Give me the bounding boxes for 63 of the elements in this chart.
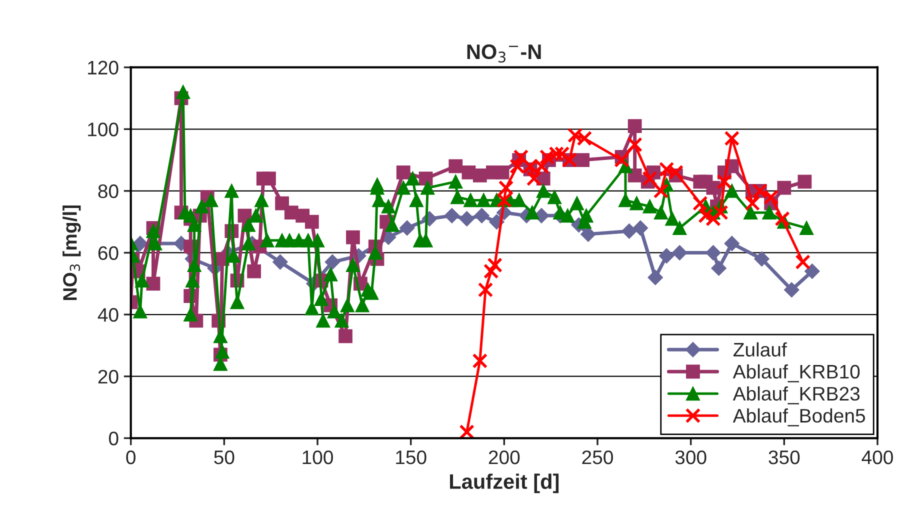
point [272,254,288,270]
point [526,170,542,186]
point [716,174,732,190]
y-tick-label: 120 [88,60,118,75]
point [724,236,740,252]
point [459,211,474,226]
x-tick-label: 150 [396,450,426,464]
point [632,220,648,236]
y-tick-label: 20 [98,370,118,384]
y-tick-label: 40 [98,308,118,322]
point [706,245,721,260]
x-tick-label: 0 [126,450,136,464]
point [804,264,820,279]
point [400,220,415,236]
x-tick-label: 300 [675,450,706,464]
x-tick-label: 100 [302,450,333,464]
point [706,211,721,226]
x-tick-label: 50 [214,450,234,464]
point [653,183,669,199]
y-tick-label: 60 [98,246,118,260]
legend-label: Ablauf_Boden5 [732,408,866,426]
point [763,189,779,205]
point [754,251,770,266]
y-tick-label: 80 [98,184,118,198]
point [459,424,474,438]
point [711,260,726,276]
y-axis-title: NO$_{3}$ [mg/l] [62,205,81,300]
point [692,196,708,211]
point [648,270,663,286]
point [483,264,499,279]
point [580,226,596,242]
point [498,180,514,196]
point [478,282,494,298]
point [324,254,340,270]
point [774,211,790,226]
y-tick-label: 100 [88,122,118,136]
point [724,130,740,146]
point [513,149,529,165]
point [614,152,630,168]
point [444,208,460,224]
point [622,224,637,239]
y-tick-label: 0 [108,432,118,446]
point [784,282,800,298]
point [132,236,148,252]
point [487,257,502,273]
x-tick-label: 350 [768,450,800,464]
point [472,353,488,369]
point [672,245,688,260]
point [642,170,658,186]
point [496,192,512,208]
legend-label: Zulauf [733,342,787,357]
point [474,208,490,224]
legend-label: Ablauf_KRB10 [732,364,860,382]
x-tick-label: 200 [488,450,520,464]
x-tick-label: 400 [862,450,893,464]
point [658,248,674,264]
x-axis-title: Laufzeit [d] [450,474,559,494]
point [795,254,810,270]
point [744,196,760,211]
chart-title: NO$_{3}$$^{−}$-N [467,44,541,63]
legend-label: Ablauf_KRB23 [732,386,860,404]
x-tick-label: 250 [582,450,613,464]
point [627,136,642,152]
